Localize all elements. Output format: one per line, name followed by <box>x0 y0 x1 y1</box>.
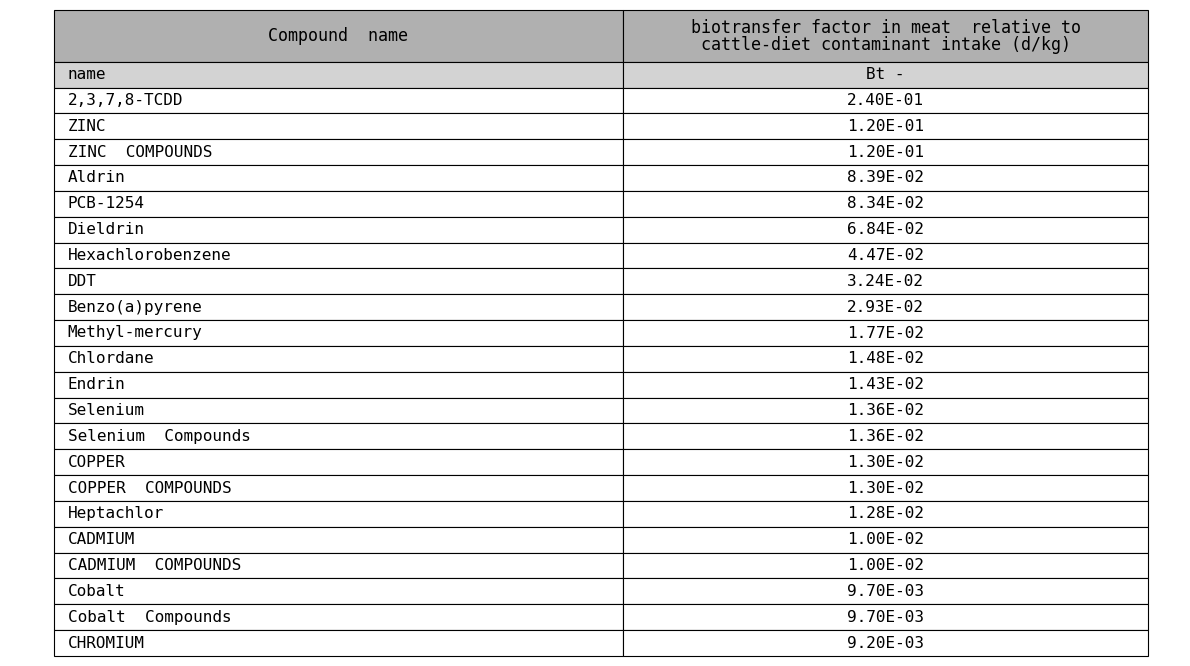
Bar <box>622 139 1148 165</box>
Text: 6.84E-02: 6.84E-02 <box>847 222 925 237</box>
Text: 3.24E-02: 3.24E-02 <box>847 274 925 289</box>
Text: Benzo(a)pyrene: Benzo(a)pyrene <box>68 300 202 314</box>
Text: Methyl-mercury: Methyl-mercury <box>68 326 202 340</box>
Text: COPPER  COMPOUNDS: COPPER COMPOUNDS <box>68 481 231 496</box>
Bar <box>54 372 622 398</box>
Bar <box>54 424 622 450</box>
Text: Selenium  Compounds: Selenium Compounds <box>68 429 251 444</box>
Bar <box>622 165 1148 191</box>
Bar <box>54 216 622 242</box>
Bar <box>622 87 1148 113</box>
Text: ZINC  COMPOUNDS: ZINC COMPOUNDS <box>68 145 212 160</box>
Text: Endrin: Endrin <box>68 377 125 392</box>
Text: 1.00E-02: 1.00E-02 <box>847 532 925 547</box>
Text: 1.43E-02: 1.43E-02 <box>847 377 925 392</box>
Bar <box>622 450 1148 475</box>
Bar <box>622 475 1148 501</box>
Bar <box>622 62 1148 87</box>
Bar <box>622 216 1148 242</box>
Bar <box>54 294 622 320</box>
Text: Bt -: Bt - <box>866 67 904 82</box>
Text: 1.20E-01: 1.20E-01 <box>847 145 925 160</box>
Bar <box>54 398 622 424</box>
Bar <box>622 294 1148 320</box>
Bar <box>622 604 1148 630</box>
Bar <box>54 10 622 62</box>
Bar <box>622 630 1148 656</box>
Bar <box>54 501 622 527</box>
Text: Cobalt  Compounds: Cobalt Compounds <box>68 610 231 625</box>
Text: Hexachlorobenzene: Hexachlorobenzene <box>68 248 231 263</box>
Text: 1.36E-02: 1.36E-02 <box>847 403 925 418</box>
Bar <box>622 372 1148 398</box>
Text: PCB-1254: PCB-1254 <box>68 196 145 211</box>
Bar <box>622 346 1148 372</box>
Bar <box>54 604 622 630</box>
Text: 1.77E-02: 1.77E-02 <box>847 326 925 340</box>
Bar <box>622 553 1148 579</box>
Text: 4.47E-02: 4.47E-02 <box>847 248 925 263</box>
Text: 8.39E-02: 8.39E-02 <box>847 170 925 185</box>
Text: Chlordane: Chlordane <box>68 352 155 366</box>
Text: 1.00E-02: 1.00E-02 <box>847 558 925 573</box>
Bar <box>622 268 1148 294</box>
Text: Cobalt: Cobalt <box>68 584 125 599</box>
Bar <box>54 165 622 191</box>
Bar <box>54 87 622 113</box>
Bar <box>54 139 622 165</box>
Bar <box>622 113 1148 139</box>
Text: 1.28E-02: 1.28E-02 <box>847 506 925 521</box>
Text: 1.20E-01: 1.20E-01 <box>847 119 925 134</box>
Text: 1.30E-02: 1.30E-02 <box>847 481 925 496</box>
Text: 2,3,7,8-TCDD: 2,3,7,8-TCDD <box>68 93 183 108</box>
Bar <box>54 320 622 346</box>
Bar <box>622 10 1148 62</box>
Bar <box>54 553 622 579</box>
Bar <box>54 346 622 372</box>
Bar <box>622 191 1148 216</box>
Text: Heptachlor: Heptachlor <box>68 506 164 521</box>
Text: name: name <box>68 67 106 82</box>
Text: 9.70E-03: 9.70E-03 <box>847 610 925 625</box>
Bar <box>54 191 622 216</box>
Text: Dieldrin: Dieldrin <box>68 222 145 237</box>
Text: biotransfer factor in meat  relative to: biotransfer factor in meat relative to <box>690 19 1081 37</box>
Bar <box>54 450 622 475</box>
Text: cattle-diet contaminant intake (d/kg): cattle-diet contaminant intake (d/kg) <box>701 36 1071 54</box>
Bar <box>622 579 1148 604</box>
Text: CADMIUM: CADMIUM <box>68 532 136 547</box>
Text: 1.30E-02: 1.30E-02 <box>847 455 925 470</box>
Bar <box>54 475 622 501</box>
Bar <box>622 242 1148 268</box>
Bar <box>54 242 622 268</box>
Text: CADMIUM  COMPOUNDS: CADMIUM COMPOUNDS <box>68 558 242 573</box>
Text: 2.93E-02: 2.93E-02 <box>847 300 925 314</box>
Text: Aldrin: Aldrin <box>68 170 125 185</box>
Bar <box>622 501 1148 527</box>
Text: 1.48E-02: 1.48E-02 <box>847 352 925 366</box>
Bar <box>622 320 1148 346</box>
Text: ZINC: ZINC <box>68 119 106 134</box>
Bar <box>622 527 1148 553</box>
Bar <box>622 424 1148 450</box>
Bar <box>622 398 1148 424</box>
Text: 8.34E-02: 8.34E-02 <box>847 196 925 211</box>
Text: Selenium: Selenium <box>68 403 145 418</box>
Bar <box>54 113 622 139</box>
Text: 1.36E-02: 1.36E-02 <box>847 429 925 444</box>
Bar <box>54 268 622 294</box>
Text: CHROMIUM: CHROMIUM <box>68 635 145 651</box>
Bar <box>54 62 622 87</box>
Text: 9.20E-03: 9.20E-03 <box>847 635 925 651</box>
Bar <box>54 579 622 604</box>
Text: DDT: DDT <box>68 274 96 289</box>
Text: 9.70E-03: 9.70E-03 <box>847 584 925 599</box>
Text: 2.40E-01: 2.40E-01 <box>847 93 925 108</box>
Text: Compound  name: Compound name <box>268 27 408 45</box>
Bar <box>54 630 622 656</box>
Bar <box>54 527 622 553</box>
Text: COPPER: COPPER <box>68 455 125 470</box>
